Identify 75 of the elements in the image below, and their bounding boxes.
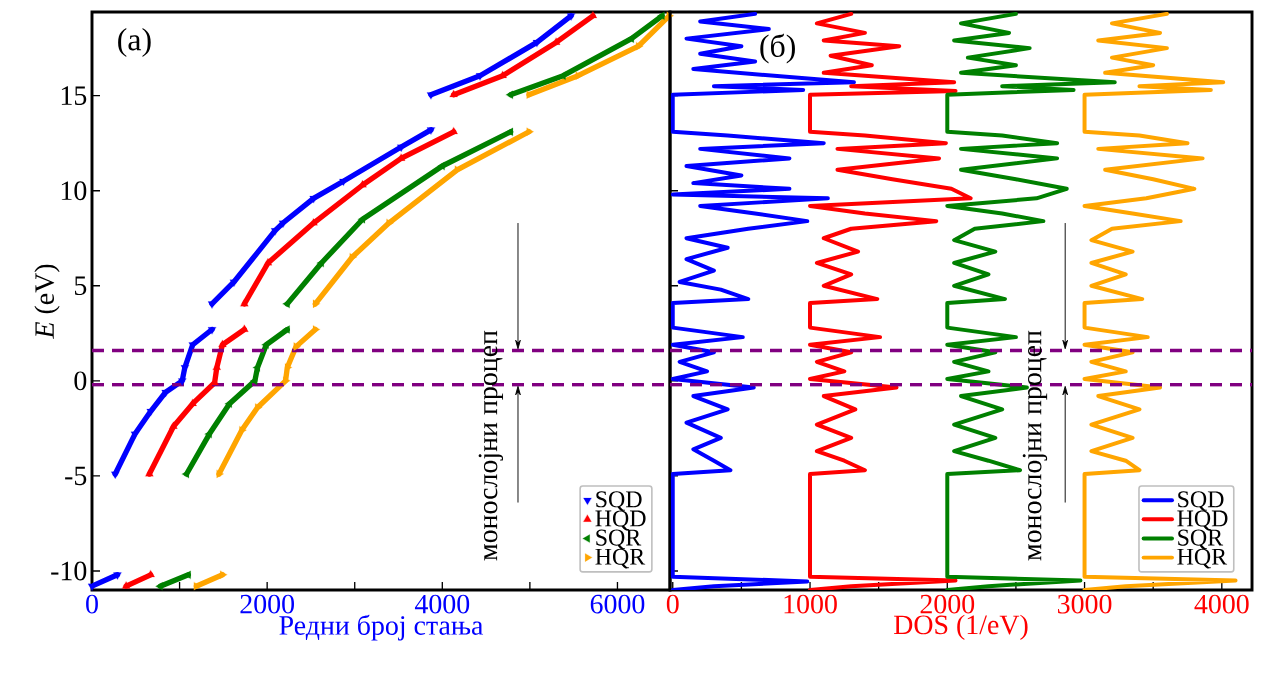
point	[505, 90, 514, 99]
point	[146, 408, 155, 416]
point	[111, 471, 120, 479]
point	[155, 582, 163, 591]
point	[178, 378, 187, 386]
x-tick-label: 2000	[240, 594, 294, 614]
point	[309, 218, 318, 226]
x-tick-label: 4000	[414, 594, 470, 614]
text: (б)	[760, 33, 795, 64]
point	[240, 299, 249, 307]
point	[397, 153, 406, 161]
x-tick-label: 2000	[920, 594, 975, 614]
point	[454, 165, 462, 174]
point	[358, 180, 367, 188]
annotation: монослојни процеп	[478, 330, 504, 561]
point	[532, 40, 541, 48]
point	[626, 34, 634, 43]
x-tick-label: 0	[666, 594, 679, 614]
legend-label: HQR	[1177, 548, 1228, 569]
point	[113, 572, 122, 580]
point	[229, 279, 238, 287]
point	[224, 399, 232, 408]
point	[552, 37, 561, 45]
x-axis-title: Редни број стања	[279, 614, 484, 641]
legend-label: SQR	[596, 529, 642, 550]
legend-label: SQD	[1178, 491, 1224, 512]
point	[312, 299, 321, 308]
point	[575, 71, 583, 80]
y-tick-label: 0	[74, 371, 87, 391]
point	[130, 431, 140, 439]
legend-label: SQD	[596, 491, 642, 512]
x-tick-label: 3000	[1057, 594, 1112, 614]
point	[426, 127, 436, 135]
chart-title: (a)	[118, 28, 151, 57]
point	[357, 215, 366, 224]
point	[449, 89, 458, 98]
point	[220, 570, 228, 579]
y-tick-label: 10	[61, 181, 87, 201]
x-tick-label: 1000	[784, 594, 837, 614]
point	[437, 161, 445, 171]
point	[122, 581, 131, 589]
y-tick-label: 5	[74, 276, 87, 296]
y-tick-label: -10	[51, 561, 87, 581]
legend-label: HQR	[595, 548, 646, 569]
x-axis-title: DOS (1/eV)	[894, 614, 1028, 640]
point	[657, 11, 665, 20]
point	[218, 340, 227, 348]
legend-label: HQD	[1177, 510, 1228, 531]
x-tick-label: 6000	[590, 594, 645, 614]
point	[566, 13, 576, 21]
y-tick-label: 15	[61, 86, 87, 105]
point	[505, 127, 514, 136]
x-tick-label: 4000	[1194, 594, 1249, 614]
point	[293, 342, 301, 351]
point	[169, 421, 178, 429]
point	[193, 582, 201, 591]
point	[283, 376, 291, 385]
point	[261, 340, 269, 349]
point	[207, 301, 217, 309]
point	[216, 469, 224, 479]
point	[263, 258, 273, 266]
point	[282, 325, 290, 334]
annotation: монослојни процеп	[1022, 330, 1048, 561]
legend-label: SQR	[1178, 529, 1224, 550]
y-tick-label: -5	[65, 466, 87, 486]
point	[161, 389, 170, 397]
point	[312, 325, 321, 334]
legend-label: HQD	[595, 510, 646, 531]
point	[188, 398, 197, 407]
point	[207, 327, 217, 335]
y-axis-title: E (eV)	[34, 264, 60, 339]
point	[188, 342, 197, 350]
point	[636, 42, 644, 51]
point	[526, 127, 534, 136]
point	[145, 469, 154, 477]
